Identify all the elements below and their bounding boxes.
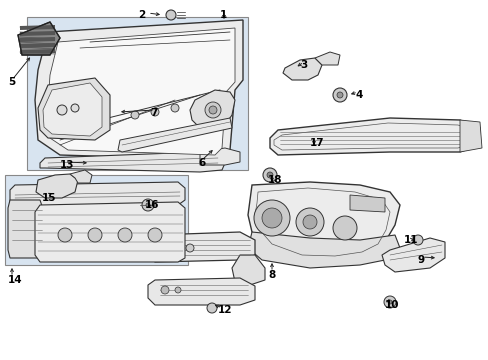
Circle shape bbox=[332, 216, 356, 240]
Polygon shape bbox=[38, 78, 110, 140]
Circle shape bbox=[332, 88, 346, 102]
Polygon shape bbox=[314, 52, 339, 65]
Circle shape bbox=[185, 244, 194, 252]
Text: 8: 8 bbox=[267, 270, 275, 280]
Circle shape bbox=[171, 104, 179, 112]
Text: 11: 11 bbox=[403, 235, 418, 245]
Bar bbox=[5, 175, 187, 265]
Text: 5: 5 bbox=[8, 77, 15, 87]
Polygon shape bbox=[148, 278, 254, 305]
Polygon shape bbox=[349, 195, 384, 212]
Polygon shape bbox=[247, 182, 399, 260]
Text: 6: 6 bbox=[198, 158, 205, 168]
Polygon shape bbox=[70, 170, 92, 183]
Polygon shape bbox=[148, 232, 254, 262]
Circle shape bbox=[262, 208, 282, 228]
Circle shape bbox=[303, 215, 316, 229]
Circle shape bbox=[387, 300, 391, 304]
Circle shape bbox=[88, 228, 102, 242]
Bar bbox=[27, 17, 247, 170]
Polygon shape bbox=[35, 202, 184, 262]
Circle shape bbox=[295, 208, 324, 236]
Text: 1: 1 bbox=[220, 10, 227, 20]
Polygon shape bbox=[283, 58, 321, 80]
Circle shape bbox=[161, 286, 169, 294]
Circle shape bbox=[336, 92, 342, 98]
Circle shape bbox=[142, 199, 154, 211]
Circle shape bbox=[151, 108, 159, 116]
Circle shape bbox=[412, 235, 422, 245]
Polygon shape bbox=[269, 118, 479, 155]
Polygon shape bbox=[48, 28, 235, 155]
Polygon shape bbox=[36, 174, 78, 198]
Circle shape bbox=[263, 168, 276, 182]
Polygon shape bbox=[231, 255, 264, 285]
Polygon shape bbox=[247, 232, 399, 268]
Text: 10: 10 bbox=[384, 300, 399, 310]
Polygon shape bbox=[200, 148, 240, 165]
Polygon shape bbox=[20, 43, 55, 48]
Circle shape bbox=[266, 172, 272, 178]
Circle shape bbox=[175, 287, 181, 293]
Text: 16: 16 bbox=[145, 200, 159, 210]
Polygon shape bbox=[459, 120, 481, 152]
Circle shape bbox=[208, 106, 217, 114]
Circle shape bbox=[206, 303, 217, 313]
Circle shape bbox=[383, 296, 395, 308]
Text: 2: 2 bbox=[138, 10, 145, 20]
Polygon shape bbox=[18, 22, 60, 55]
Text: 3: 3 bbox=[299, 60, 306, 70]
Circle shape bbox=[57, 105, 67, 115]
Text: 7: 7 bbox=[150, 108, 157, 118]
Polygon shape bbox=[43, 83, 102, 136]
Text: 13: 13 bbox=[60, 160, 74, 170]
Polygon shape bbox=[20, 31, 55, 36]
Text: 12: 12 bbox=[218, 305, 232, 315]
Circle shape bbox=[146, 203, 150, 207]
Circle shape bbox=[131, 111, 139, 119]
Text: 14: 14 bbox=[8, 275, 22, 285]
Circle shape bbox=[164, 243, 175, 253]
Text: 4: 4 bbox=[354, 90, 362, 100]
Circle shape bbox=[165, 10, 176, 20]
Circle shape bbox=[71, 104, 79, 112]
Circle shape bbox=[58, 228, 72, 242]
Polygon shape bbox=[20, 49, 55, 54]
Polygon shape bbox=[381, 238, 444, 272]
Polygon shape bbox=[118, 118, 231, 152]
Polygon shape bbox=[10, 182, 184, 207]
Polygon shape bbox=[40, 152, 224, 172]
Circle shape bbox=[118, 228, 132, 242]
Text: 18: 18 bbox=[267, 175, 282, 185]
Circle shape bbox=[253, 200, 289, 236]
Polygon shape bbox=[20, 37, 55, 42]
Text: 15: 15 bbox=[42, 193, 57, 203]
Text: 17: 17 bbox=[309, 138, 324, 148]
Polygon shape bbox=[8, 200, 45, 258]
Text: 9: 9 bbox=[417, 255, 424, 265]
Polygon shape bbox=[35, 20, 243, 160]
Polygon shape bbox=[190, 90, 235, 130]
Circle shape bbox=[148, 228, 162, 242]
Circle shape bbox=[204, 102, 221, 118]
Polygon shape bbox=[20, 25, 55, 30]
